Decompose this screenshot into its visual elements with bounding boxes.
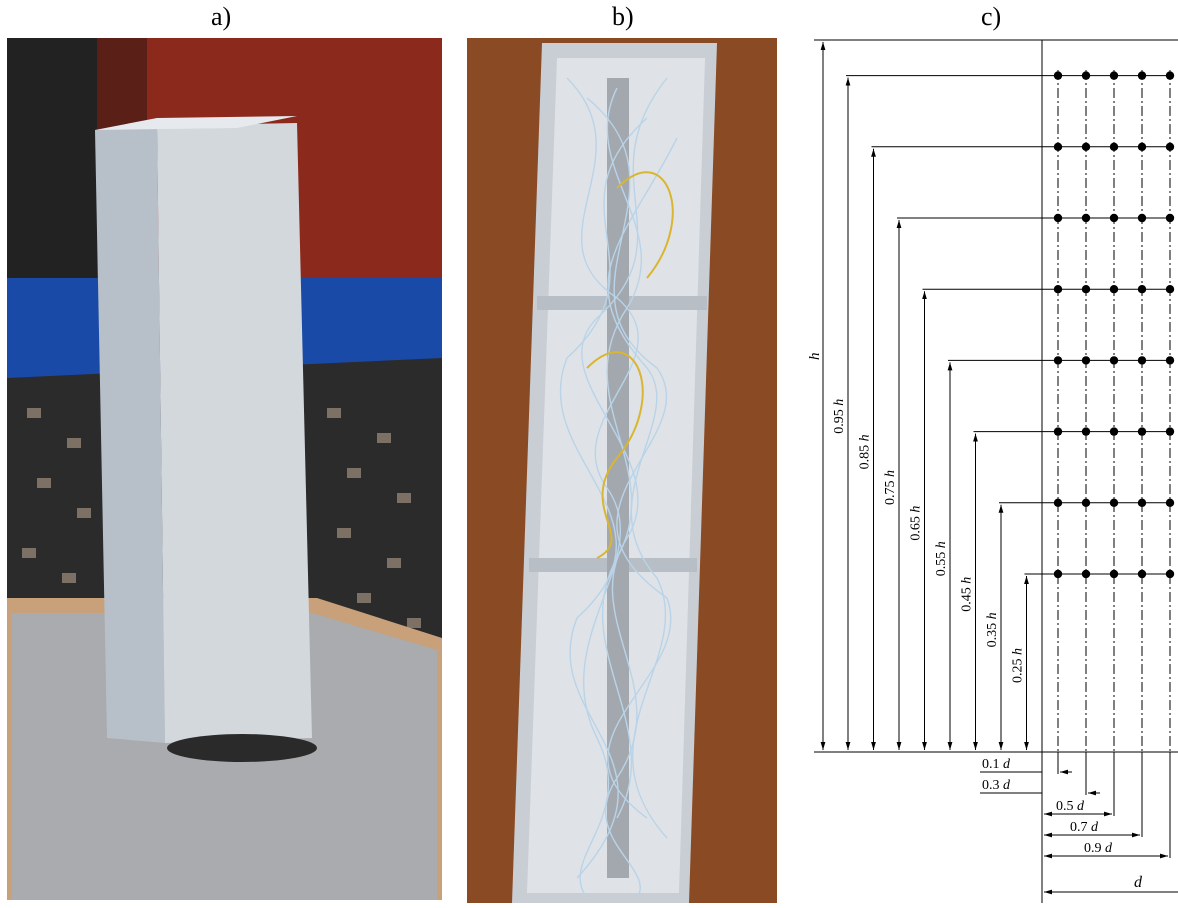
tunnel-door <box>7 38 97 298</box>
pressure-tap-0.95-4 <box>1165 71 1175 80</box>
level-label-0.55: 0.55 h <box>934 541 949 576</box>
pressure-tap-0.95-0 <box>1053 71 1063 80</box>
column-top <box>95 116 297 130</box>
pressure-tap-0.45-2 <box>1109 427 1119 436</box>
pressure-tap-0.25-3 <box>1137 569 1147 579</box>
h-label: h <box>807 353 823 361</box>
width-label-0.5: 0.5 d <box>1056 799 1085 814</box>
pressure-tap-0.85-2 <box>1109 142 1119 151</box>
pressure-tap-0.35-1 <box>1081 498 1091 507</box>
width-label-0.7: 0.7 d <box>1070 820 1099 835</box>
pressure-tap-0.45-4 <box>1165 427 1175 436</box>
central-rod <box>607 78 629 878</box>
photo-b-column-interior <box>467 38 777 903</box>
wires <box>586 171 674 559</box>
pressure-tap-0.95-1 <box>1081 71 1091 80</box>
pressure-tap-0.75-4 <box>1165 213 1175 223</box>
photo-b-illustration <box>467 38 777 903</box>
pressure-tap-0.75-1 <box>1081 213 1091 223</box>
pressure-tap-0.85-1 <box>1081 142 1091 151</box>
panel-b-label: b) <box>612 2 634 31</box>
pressure-tap-0.65-3 <box>1137 285 1147 294</box>
level-label-0.65: 0.65 h <box>909 506 924 541</box>
pressure-tap-0.85-0 <box>1053 142 1063 151</box>
pressure-tap-0.35-3 <box>1137 498 1147 507</box>
tap-layout-svg: 0.95 h 0.85 h 0.75 h 0.65 h 0.55 h 0.45 h 0.35… <box>807 39 1178 903</box>
pressure-tap-0.35-0 <box>1053 498 1063 507</box>
pressure-tap-0.25-4 <box>1165 569 1175 579</box>
pressure-tap-0.45-0 <box>1053 427 1063 436</box>
pressure-tap-0.55-2 <box>1109 356 1119 365</box>
pressure-tap-0.95-3 <box>1137 71 1147 80</box>
pressure-tap-0.25-2 <box>1109 569 1119 579</box>
panel-c-tap-layout-diagram: 0.95 h 0.85 h 0.75 h 0.65 h 0.55 h 0.45 h 0.35… <box>790 30 1178 903</box>
photo-a-illustration <box>7 38 442 900</box>
pressure-tap-0.75-2 <box>1109 213 1119 223</box>
pressure-tap-0.45-1 <box>1081 427 1091 436</box>
pressure-tap-0.55-4 <box>1165 356 1175 365</box>
level-label-0.35: 0.35 h <box>985 612 1000 647</box>
pressure-tap-0.65-4 <box>1165 285 1175 294</box>
width-label-0.3: 0.3 d <box>982 778 1011 793</box>
column-right-face <box>157 123 312 743</box>
pressure-tap-0.55-1 <box>1081 356 1091 365</box>
pressure-tap-0.35-4 <box>1165 498 1175 507</box>
pressure-tubes <box>559 77 678 899</box>
pressure-tap-0.95-2 <box>1109 71 1119 80</box>
level-label-0.95: 0.95 h <box>832 399 847 434</box>
pressure-tap-0.75-0 <box>1053 213 1063 223</box>
width-label-0.9: 0.9 d <box>1084 841 1113 856</box>
pressure-tap-0.45-3 <box>1137 427 1147 436</box>
pressure-tap-0.65-2 <box>1109 285 1119 294</box>
pressure-tap-0.25-1 <box>1081 569 1091 579</box>
pressure-tap-0.25-0 <box>1053 569 1063 579</box>
level-label-0.85: 0.85 h <box>858 434 873 469</box>
panel-a-label: a) <box>211 2 232 31</box>
panel-c-label: c) <box>981 2 1002 31</box>
pressure-tap-0.85-4 <box>1165 142 1175 151</box>
pressure-tap-0.35-2 <box>1109 498 1119 507</box>
photo-a-column-in-tunnel <box>7 38 442 900</box>
column-left-face <box>95 126 165 743</box>
pressure-tap-0.55-0 <box>1053 356 1063 365</box>
column-base <box>167 734 317 762</box>
pressure-tap-0.65-0 <box>1053 285 1063 294</box>
level-label-0.75: 0.75 h <box>883 470 898 505</box>
roughness-blocks <box>22 408 421 628</box>
level-label-0.25: 0.25 h <box>1011 648 1026 683</box>
pressure-tap-0.75-3 <box>1137 213 1147 223</box>
pressure-tap-0.65-1 <box>1081 285 1091 294</box>
level-label-0.45: 0.45 h <box>960 577 975 612</box>
width-label-0.1: 0.1 d <box>982 757 1011 772</box>
pressure-tap-0.85-3 <box>1137 142 1147 151</box>
d-label: d <box>1134 874 1143 891</box>
pressure-tap-0.55-3 <box>1137 356 1147 365</box>
